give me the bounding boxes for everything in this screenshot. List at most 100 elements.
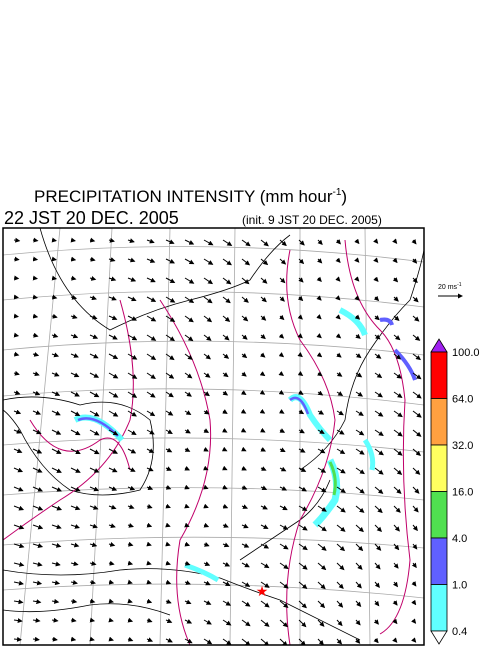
wind-arrow <box>108 598 114 604</box>
wind-arrow <box>70 505 81 511</box>
wind-arrow <box>184 599 192 605</box>
wind-arrow <box>298 543 308 551</box>
wind-arrow <box>89 561 97 566</box>
wind-arrow <box>32 237 39 243</box>
wind-arrow <box>393 524 400 532</box>
wind-arrow <box>184 277 195 284</box>
wind-arrow <box>411 618 417 624</box>
wind-arrow <box>146 410 156 417</box>
wind-arrow <box>108 237 115 243</box>
wind-arrow <box>241 581 251 587</box>
wind-arrow <box>70 524 80 529</box>
wind-arrow <box>317 543 327 551</box>
wind-arrow <box>259 389 266 395</box>
wind-arrow <box>355 524 364 533</box>
wind-arrow <box>165 560 171 566</box>
wind-arrow <box>374 486 384 494</box>
wind-arrow <box>127 277 137 282</box>
wind-arrow <box>355 638 361 644</box>
wind-arrow <box>146 391 156 398</box>
wind-arrow <box>127 334 138 341</box>
wind-arrow <box>32 448 43 454</box>
wind-arrow <box>336 371 343 377</box>
wind-arrow <box>127 257 136 263</box>
wind-arrow <box>51 467 62 473</box>
wind-arrow <box>127 448 137 454</box>
wind-arrow <box>374 410 384 417</box>
wind-arrow <box>241 619 251 627</box>
wind-arrow <box>89 467 100 473</box>
wind-arrow <box>146 277 156 283</box>
wind-arrow <box>278 409 285 414</box>
vector-key: 20 ms-1 <box>438 282 462 291</box>
wind-arrow <box>298 258 305 265</box>
wind-arrow <box>108 410 119 417</box>
wind-arrow <box>222 372 229 378</box>
wind-arrow <box>336 352 342 358</box>
wind-arrow <box>70 256 77 262</box>
wind-arrow <box>203 619 212 625</box>
wind-arrow <box>335 276 341 282</box>
wind-arrow <box>146 637 154 642</box>
wind-arrow <box>412 448 421 456</box>
wind-arrow <box>203 315 213 323</box>
wind-arrow <box>393 429 403 437</box>
wind-arrow <box>260 600 270 608</box>
wind-arrow <box>32 371 40 377</box>
graticule <box>3 228 424 645</box>
wind-arrow <box>222 581 231 586</box>
wind-arrow <box>146 315 157 322</box>
wind-arrow <box>297 333 303 339</box>
wind-arrow <box>222 353 230 359</box>
wind-arrow <box>165 353 175 361</box>
wind-arrow <box>32 505 44 511</box>
wind-arrow <box>392 257 398 264</box>
wind-arrow <box>393 334 401 341</box>
wind-arrow <box>241 239 251 247</box>
wind-arrow <box>146 353 157 361</box>
colorbar-segment <box>430 584 448 632</box>
wind-arrow <box>374 429 384 436</box>
wind-arrow <box>108 560 115 566</box>
wind-arrow <box>70 636 77 642</box>
colorbar-cap <box>430 338 448 353</box>
wind-arrow <box>32 467 43 473</box>
wind-vectors <box>13 237 422 645</box>
wind-arrow <box>260 619 270 627</box>
wind-arrow <box>374 448 384 456</box>
wind-arrow <box>260 581 270 588</box>
wind-arrow <box>89 486 100 492</box>
wind-arrow <box>279 562 289 570</box>
wind-arrow <box>127 410 137 417</box>
wind-arrow <box>89 448 100 455</box>
wind-arrow <box>146 522 153 528</box>
wind-arrow <box>374 505 383 514</box>
wind-arrow <box>411 239 417 245</box>
wind-arrow <box>108 315 118 320</box>
wind-arrow <box>165 429 173 435</box>
wind-arrow <box>241 296 249 303</box>
wind-arrow <box>354 295 360 301</box>
wind-arrow <box>184 503 190 509</box>
wind-arrow <box>298 277 304 283</box>
wind-arrow <box>260 562 270 569</box>
wind-arrow <box>165 466 172 471</box>
wind-arrow <box>279 486 288 491</box>
wind-arrow <box>355 581 362 589</box>
wind-arrow <box>241 543 250 548</box>
wind-arrow <box>317 486 327 493</box>
wind-arrow <box>411 637 417 643</box>
wind-arrow <box>222 258 232 266</box>
wind-arrow <box>89 372 100 378</box>
wind-arrow <box>355 562 363 570</box>
wind-arrow <box>13 332 20 338</box>
wind-arrow <box>89 429 100 436</box>
wind-arrow <box>355 429 365 436</box>
wind-arrow <box>203 277 214 285</box>
wind-arrow <box>51 294 58 300</box>
wind-arrow <box>336 429 345 435</box>
wind-arrow <box>221 427 228 433</box>
wind-arrow <box>51 333 59 338</box>
wind-arrow <box>32 351 40 357</box>
wind-arrow <box>203 446 209 452</box>
